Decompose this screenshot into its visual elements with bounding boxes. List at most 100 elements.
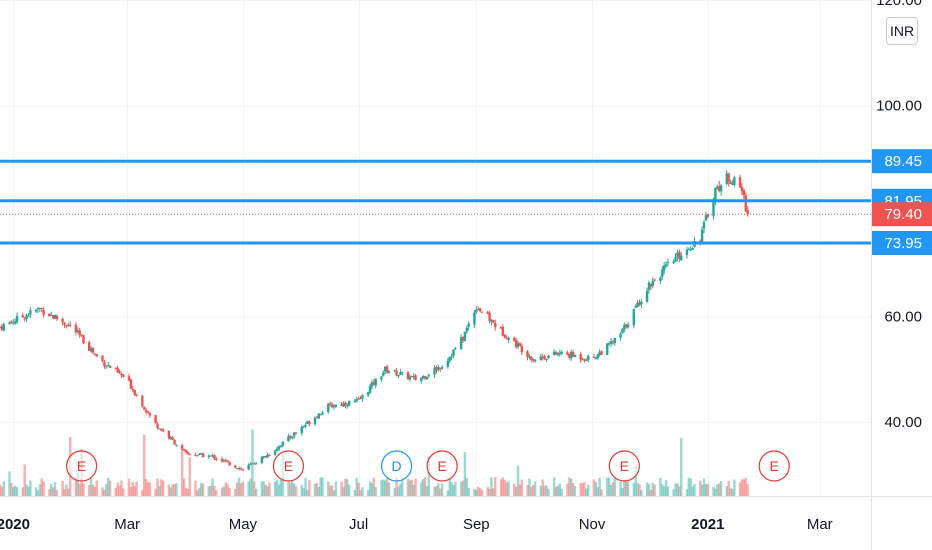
volume-bar xyxy=(234,488,237,496)
volume-bar xyxy=(201,483,205,496)
candle-body xyxy=(361,394,364,399)
candle-body xyxy=(427,375,431,377)
candle-body xyxy=(421,375,425,379)
volume-bar xyxy=(486,487,489,496)
candle-body xyxy=(494,323,497,328)
candle-body xyxy=(651,280,654,286)
earnings-marker[interactable] xyxy=(758,450,790,482)
volume-bar xyxy=(63,489,66,496)
volume-bar xyxy=(55,490,59,496)
earnings-marker[interactable] xyxy=(65,450,98,482)
candle-body xyxy=(143,407,146,410)
candle-body xyxy=(281,441,284,446)
price-levels[interactable] xyxy=(0,159,871,245)
volume-bar xyxy=(433,486,436,496)
dividend-marker[interactable] xyxy=(380,450,413,482)
candlesticks xyxy=(0,170,749,471)
candle-body xyxy=(731,183,734,185)
volume-bar xyxy=(161,480,165,496)
volume-bar xyxy=(647,483,651,496)
volume-bar xyxy=(186,489,190,496)
volume-bar xyxy=(459,481,463,496)
candle-body xyxy=(93,353,97,355)
volume-bar xyxy=(374,487,377,496)
candle-body xyxy=(579,354,582,360)
earnings-marker[interactable] xyxy=(608,450,640,482)
earnings-marker[interactable] xyxy=(272,450,305,482)
volume-bar xyxy=(194,480,197,496)
candle-body xyxy=(412,376,415,378)
candle-body xyxy=(161,429,165,432)
candle-body xyxy=(21,315,24,318)
candle-body xyxy=(167,430,171,439)
volume-bar xyxy=(579,483,582,496)
volume-bar xyxy=(38,484,42,496)
price-level-tag[interactable] xyxy=(872,230,932,255)
candle-body xyxy=(454,347,457,349)
earnings-marker[interactable] xyxy=(426,450,458,482)
volume-bar xyxy=(169,487,172,496)
volume-bar xyxy=(211,478,214,496)
candle-body xyxy=(186,452,190,454)
candle-body xyxy=(346,405,349,407)
volume-bar xyxy=(266,486,269,496)
candle-body xyxy=(249,464,252,466)
candle-body xyxy=(503,334,506,338)
candle-body xyxy=(211,455,214,457)
candle-body xyxy=(581,359,584,361)
price-axis-panel[interactable] xyxy=(871,0,932,550)
volume-bar xyxy=(414,478,417,496)
volume-bar xyxy=(175,482,178,496)
candle-body xyxy=(327,403,330,412)
volume-bar xyxy=(198,487,201,496)
candle-body xyxy=(317,413,320,419)
volume-bar xyxy=(651,482,654,496)
last-price-tag[interactable] xyxy=(872,202,932,227)
candle-body xyxy=(133,389,136,395)
volume-bar xyxy=(340,481,343,496)
candle-body xyxy=(171,437,174,440)
volume-bar xyxy=(247,481,250,496)
volume-bar xyxy=(552,477,556,496)
candle-body xyxy=(609,341,613,344)
candle-body xyxy=(583,359,586,361)
volume-bar xyxy=(742,479,746,496)
volume-bar xyxy=(253,481,256,496)
y-tick-label: 40.00 xyxy=(884,414,922,431)
candle-body xyxy=(184,450,188,453)
volume-bar xyxy=(127,478,131,496)
volume-bar xyxy=(304,477,307,496)
candle-body xyxy=(0,326,4,330)
volume-bar xyxy=(634,465,637,496)
volume-bar xyxy=(611,482,615,496)
x-tick-label: 2020 xyxy=(0,516,30,533)
volume-bar xyxy=(40,478,43,496)
event-marker-label: D xyxy=(392,458,402,474)
volume-bar xyxy=(279,479,283,496)
currency-button[interactable]: INR xyxy=(886,17,918,45)
candle-body xyxy=(674,257,677,262)
volume-bar xyxy=(393,488,396,496)
candle-body xyxy=(478,308,482,312)
candle-body xyxy=(106,364,110,366)
candle-body xyxy=(532,359,535,361)
candle-body xyxy=(621,329,624,334)
candle-body xyxy=(395,370,398,376)
volume-bar xyxy=(51,487,55,496)
candle-body xyxy=(480,311,484,313)
volume-bar xyxy=(330,485,334,496)
volume-bar xyxy=(678,486,681,496)
volume-bar xyxy=(308,480,311,496)
candle-body xyxy=(499,326,503,328)
candle-body xyxy=(65,325,68,327)
volume-bar xyxy=(638,484,641,496)
volume-bar xyxy=(220,487,224,496)
candle-body xyxy=(63,322,66,325)
volume-bar xyxy=(587,484,590,496)
price-level-tag[interactable] xyxy=(872,149,932,174)
volume-bar xyxy=(213,485,216,496)
volume-bar xyxy=(533,481,537,496)
volume-bar xyxy=(554,486,558,496)
